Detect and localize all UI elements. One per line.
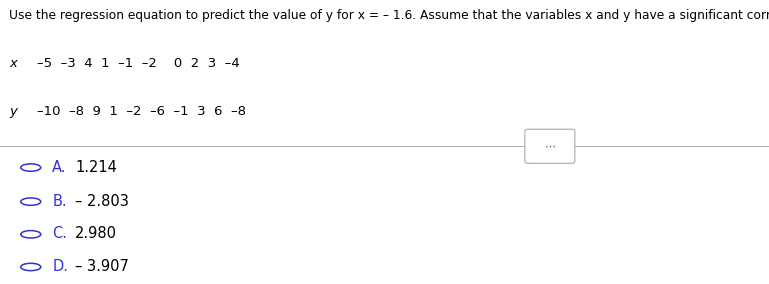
Text: B.: B.	[52, 194, 67, 209]
Text: 2.980: 2.980	[75, 226, 118, 241]
Text: ⋯: ⋯	[544, 141, 555, 151]
Text: – 3.907: – 3.907	[75, 259, 129, 274]
Text: C.: C.	[52, 226, 68, 241]
Text: –5  –3  4  1  –1  –2    0  2  3  –4: –5 –3 4 1 –1 –2 0 2 3 –4	[37, 57, 240, 70]
Text: –10  –8  9  1  –2  –6  –1  3  6  –8: –10 –8 9 1 –2 –6 –1 3 6 –8	[37, 105, 246, 118]
Text: Use the regression equation to predict the value of y for x = – 1.6. Assume that: Use the regression equation to predict t…	[9, 9, 769, 22]
Text: y: y	[9, 105, 17, 118]
Text: D.: D.	[52, 259, 68, 274]
FancyBboxPatch shape	[524, 129, 575, 163]
Text: x: x	[9, 57, 17, 70]
Text: – 2.803: – 2.803	[75, 194, 129, 209]
Text: A.: A.	[52, 160, 67, 175]
Text: 1.214: 1.214	[75, 160, 117, 175]
